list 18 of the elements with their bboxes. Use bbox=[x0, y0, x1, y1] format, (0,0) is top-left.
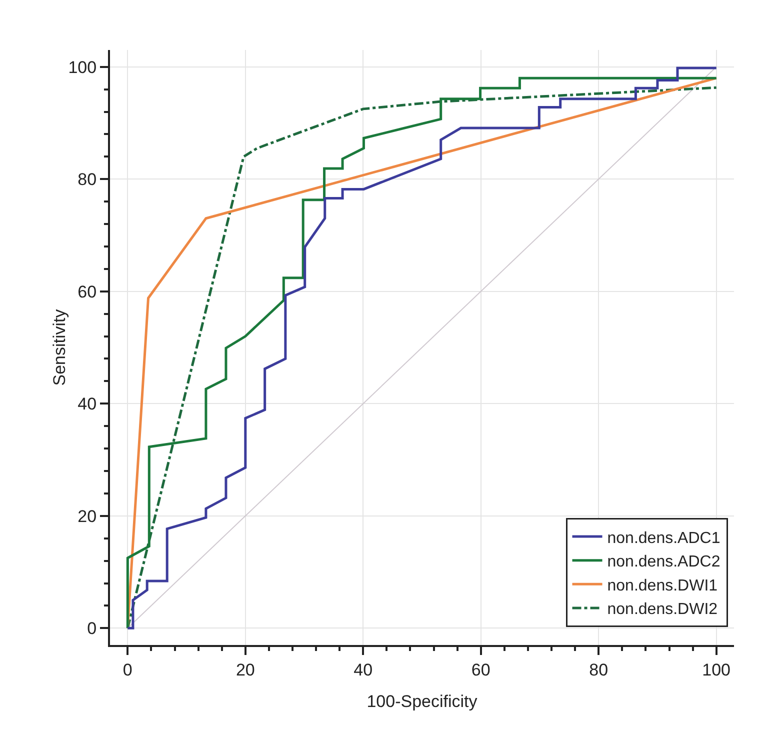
y-tick-label: 20 bbox=[78, 506, 97, 526]
x-tick-label: 80 bbox=[589, 660, 608, 680]
y-tick-label: 60 bbox=[78, 282, 97, 302]
legend-label: non.dens.DWI1 bbox=[607, 577, 718, 594]
y-axis-title: Sensitivity bbox=[50, 308, 69, 386]
legend-label: non.dens.ADC2 bbox=[607, 554, 720, 571]
x-tick-label: 60 bbox=[471, 660, 490, 680]
y-tick-label: 80 bbox=[78, 170, 97, 190]
y-tick-label: 40 bbox=[78, 394, 97, 414]
legend-label: non.dens.ADC1 bbox=[607, 530, 720, 547]
x-axis-title: 100-Specificity bbox=[366, 692, 478, 711]
x-tick-label: 0 bbox=[122, 660, 132, 680]
y-tick-label: 100 bbox=[68, 58, 97, 77]
y-tick-label: 0 bbox=[87, 619, 97, 638]
x-tick-label: 40 bbox=[354, 660, 373, 680]
x-tick-label: 20 bbox=[236, 660, 255, 680]
x-tick-label: 100 bbox=[702, 660, 731, 680]
legend-label: non.dens.DWI2 bbox=[607, 601, 718, 618]
